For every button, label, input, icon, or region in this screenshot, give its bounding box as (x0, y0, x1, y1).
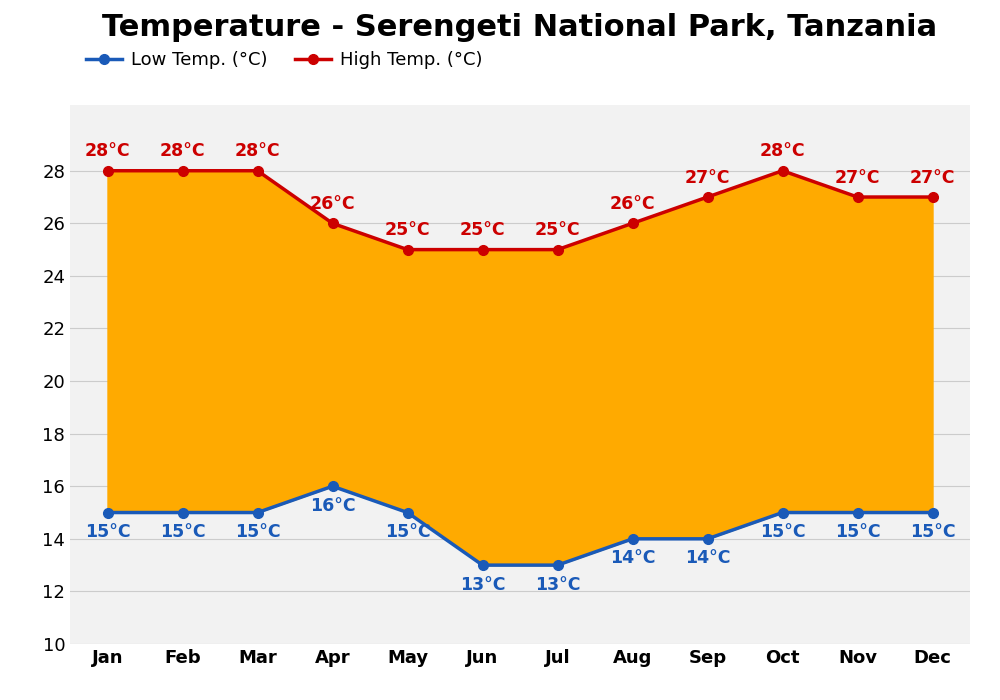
Low Temp. (°C) (852, 508, 864, 517)
Text: 28°C: 28°C (85, 142, 130, 160)
Low Temp. (°C) (326, 482, 338, 491)
Low Temp. (°C) (702, 535, 714, 543)
Title: Temperature - Serengeti National Park, Tanzania: Temperature - Serengeti National Park, T… (102, 13, 938, 41)
Text: 27°C: 27°C (685, 169, 730, 186)
High Temp. (°C) (402, 246, 414, 254)
Text: 26°C: 26°C (610, 195, 655, 213)
Text: 16°C: 16°C (310, 497, 355, 514)
Text: 26°C: 26°C (310, 195, 355, 213)
High Temp. (°C) (252, 167, 264, 175)
High Temp. (°C) (326, 219, 338, 228)
High Temp. (°C) (626, 219, 639, 228)
Text: 14°C: 14°C (610, 550, 655, 567)
Text: 25°C: 25°C (385, 221, 430, 239)
Text: 27°C: 27°C (835, 169, 880, 186)
Text: 28°C: 28°C (160, 142, 205, 160)
Low Temp. (°C) (476, 561, 488, 569)
High Temp. (°C) (176, 167, 188, 175)
High Temp. (°C) (852, 193, 864, 201)
High Temp. (°C) (776, 167, 788, 175)
High Temp. (°C) (926, 193, 938, 201)
Line: Low Temp. (°C): Low Temp. (°C) (103, 482, 937, 570)
Text: 15°C: 15°C (385, 523, 430, 541)
Text: 25°C: 25°C (460, 221, 505, 239)
Low Temp. (°C) (626, 535, 639, 543)
High Temp. (°C) (102, 167, 114, 175)
Low Temp. (°C) (252, 508, 264, 517)
Text: 15°C: 15°C (910, 523, 955, 541)
Text: 15°C: 15°C (160, 523, 205, 541)
Low Temp. (°C) (776, 508, 788, 517)
Text: 28°C: 28°C (235, 142, 280, 160)
Text: 15°C: 15°C (835, 523, 880, 541)
Text: 15°C: 15°C (760, 523, 805, 541)
Low Temp. (°C) (926, 508, 938, 517)
Low Temp. (°C) (402, 508, 414, 517)
Text: 13°C: 13°C (460, 575, 505, 594)
Text: 28°C: 28°C (760, 142, 805, 160)
Line: High Temp. (°C): High Temp. (°C) (103, 166, 937, 255)
Text: 15°C: 15°C (235, 523, 280, 541)
Low Temp. (°C) (102, 508, 114, 517)
Low Temp. (°C) (552, 561, 564, 569)
High Temp. (°C) (702, 193, 714, 201)
High Temp. (°C) (476, 246, 488, 254)
Legend: Low Temp. (°C), High Temp. (°C): Low Temp. (°C), High Temp. (°C) (79, 44, 490, 76)
Text: 27°C: 27°C (910, 169, 955, 186)
Text: 13°C: 13°C (535, 575, 580, 594)
Text: 14°C: 14°C (685, 550, 730, 567)
Low Temp. (°C) (176, 508, 188, 517)
High Temp. (°C) (552, 246, 564, 254)
Text: 15°C: 15°C (85, 523, 130, 541)
Text: 25°C: 25°C (535, 221, 580, 239)
